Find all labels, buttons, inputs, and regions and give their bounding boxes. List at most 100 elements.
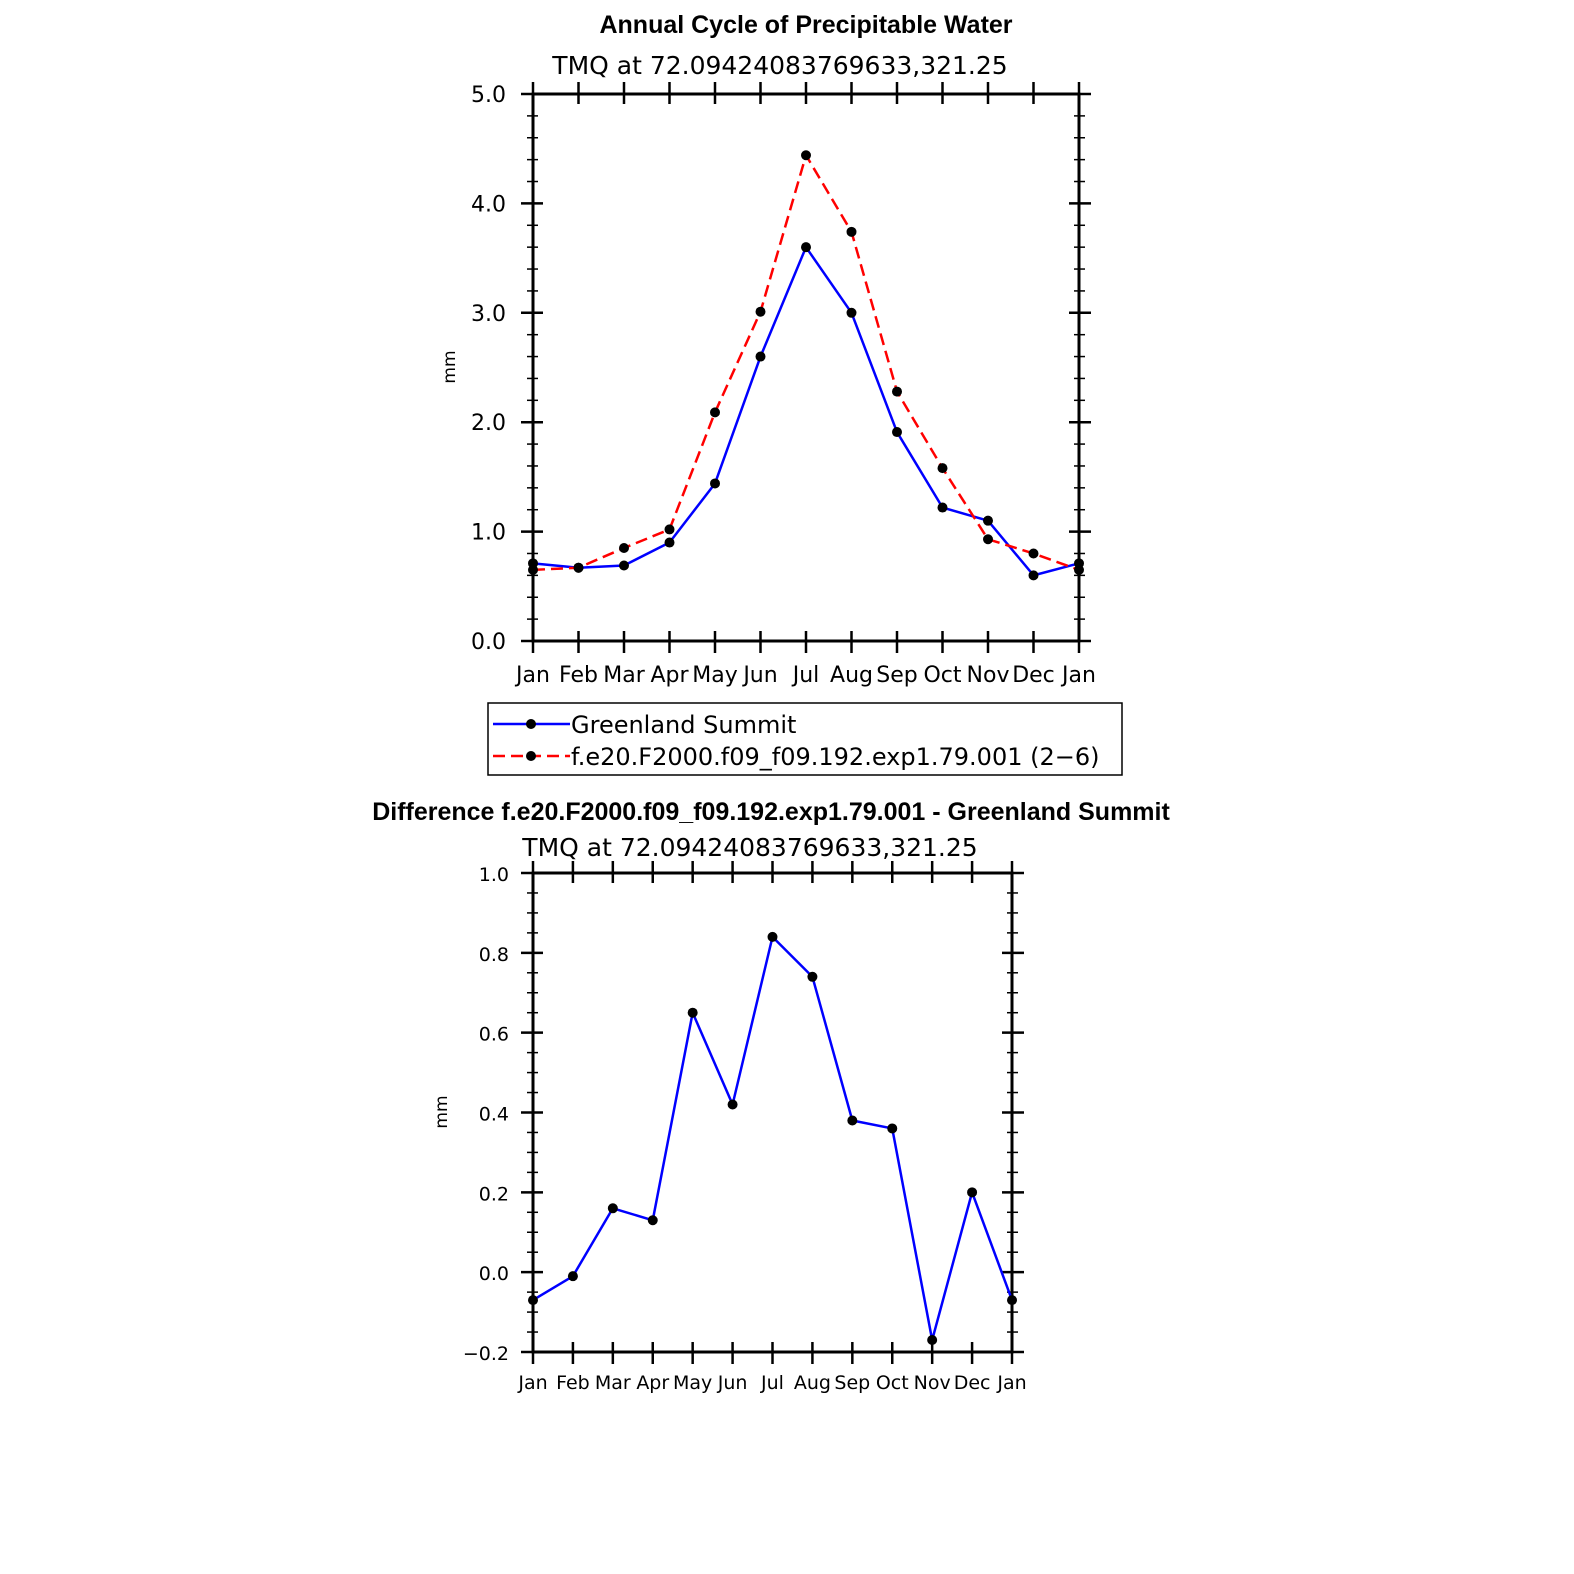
- x-tick-label: Aug: [794, 1372, 831, 1394]
- x-tick-label: Apr: [650, 663, 689, 688]
- data-point: [567, 1271, 578, 1282]
- data-point: [927, 1335, 938, 1346]
- x-tick-label: Jan: [1060, 663, 1096, 688]
- data-point: [892, 427, 902, 438]
- y-tick-labels: −0.2 0.0 0.2 0.4 0.6 0.8 1.0: [463, 864, 509, 1365]
- x-tick-label: Oct: [876, 1372, 909, 1394]
- data-point: [846, 307, 857, 318]
- data-point: [847, 1115, 858, 1126]
- x-tick-label: Dec: [1012, 663, 1055, 688]
- x-tick-labels: Jan Feb Mar Apr May Jun Jul Aug Sep Oct Nov Dec Jan: [517, 1372, 1026, 1394]
- data-point: [573, 562, 584, 573]
- data-point: [1007, 1295, 1017, 1306]
- data-point: [607, 1203, 618, 1214]
- data-point: [664, 524, 675, 535]
- x-tick-label: Sep: [876, 663, 917, 688]
- x-tick-label: Jun: [717, 1372, 748, 1394]
- x-tick-label: Aug: [830, 663, 873, 688]
- y-tick-label: 3.0: [471, 302, 506, 327]
- x-tick-label: May: [692, 663, 737, 688]
- x-tick-label: Jan: [514, 663, 550, 688]
- y-tick-label: 0.2: [479, 1183, 509, 1205]
- series-group: [528, 931, 1017, 1346]
- data-point: [1028, 548, 1039, 559]
- legend: Greenland Summit f.e20.F2000.f09_f09.192…: [487, 702, 1123, 776]
- data-point: [967, 1187, 978, 1198]
- plot-border: [531, 871, 1014, 1354]
- plot-border: [531, 92, 1081, 643]
- x-tick-label: Jun: [741, 663, 777, 688]
- data-point: [983, 534, 993, 545]
- x-tick-labels: Jan Feb Mar Apr May Jun Jul Aug Sep Oct Nov Dec Jan: [514, 663, 1096, 688]
- x-tick-label: Sep: [834, 1372, 870, 1394]
- legend-marker-model: [526, 751, 536, 761]
- data-point: [1074, 564, 1084, 575]
- x-tick-label: Jul: [760, 1372, 784, 1394]
- data-point: [619, 560, 629, 571]
- data-point: [710, 407, 720, 418]
- x-tick-label: Oct: [923, 663, 961, 688]
- x-tick-label: Jul: [791, 663, 820, 688]
- data-point: [528, 1295, 538, 1306]
- series-group: [528, 150, 1084, 581]
- legend-label-greenland-summit: Greenland Summit: [571, 711, 796, 739]
- data-point: [755, 306, 766, 317]
- y-tick-labels: 0.0 1.0 2.0 3.0 4.0 5.0: [471, 83, 506, 655]
- y-tick-label: 0.0: [471, 630, 506, 655]
- y-tick-label: 0.4: [479, 1104, 509, 1126]
- data-point: [937, 463, 948, 474]
- y-tick-label: 2.0: [471, 411, 506, 436]
- x-tick-label: Jan: [517, 1372, 547, 1394]
- data-point: [687, 1007, 698, 1018]
- data-point: [528, 564, 538, 575]
- chart-difference: Difference f.e20.F2000.f09_f09.192.exp1.…: [372, 798, 1170, 1394]
- x-tick-label: Apr: [636, 1372, 669, 1394]
- plot-frame: [521, 861, 1024, 1364]
- data-point: [846, 226, 857, 237]
- y-axis-label: mm: [440, 350, 460, 383]
- legend-box: [487, 702, 1123, 776]
- legend-marker-greenland-summit: [526, 719, 536, 729]
- chart-annual-cycle: Annual Cycle of Precipitable Water TMQ a…: [440, 11, 1096, 688]
- chart-subtitle: TMQ at 72.09424083769633,321.25: [551, 51, 1007, 80]
- x-tick-label: Nov: [914, 1372, 951, 1394]
- data-point: [767, 931, 778, 942]
- x-tick-label: Mar: [603, 663, 645, 688]
- data-point: [807, 971, 818, 982]
- data-point: [983, 515, 993, 526]
- y-tick-label: 0.8: [479, 944, 509, 966]
- data-point: [892, 386, 902, 397]
- data-point: [647, 1215, 658, 1226]
- y-tick-label: 0.0: [479, 1263, 509, 1285]
- data-point: [727, 1099, 738, 1110]
- y-tick-label: 5.0: [471, 83, 506, 108]
- data-point: [619, 543, 629, 554]
- x-tick-label: May: [673, 1372, 712, 1394]
- series-line-1: [532, 154, 1080, 572]
- data-point: [887, 1123, 898, 1134]
- y-tick-label: −0.2: [463, 1343, 509, 1365]
- y-tick-label: 1.0: [471, 521, 506, 546]
- x-tick-label: Mar: [595, 1372, 631, 1394]
- data-point: [1028, 570, 1039, 581]
- chart-title: Annual Cycle of Precipitable Water: [599, 11, 1012, 39]
- series-line-0: [532, 245, 1080, 577]
- chart-subtitle: TMQ at 72.09424083769633,321.25: [521, 833, 977, 862]
- y-axis-label: mm: [432, 1095, 452, 1128]
- x-tick-label: Jan: [996, 1372, 1026, 1394]
- x-tick-label: Feb: [559, 663, 598, 688]
- chart-title: Difference f.e20.F2000.f09_f09.192.exp1.…: [372, 798, 1170, 826]
- data-point: [710, 478, 720, 489]
- x-tick-label: Feb: [556, 1372, 590, 1394]
- data-point: [664, 537, 675, 548]
- y-tick-label: 0.6: [479, 1024, 509, 1046]
- y-tick-label: 4.0: [471, 192, 506, 217]
- x-tick-label: Nov: [967, 663, 1010, 688]
- x-tick-label: Dec: [954, 1372, 991, 1394]
- series-line-0: [532, 935, 1014, 1342]
- data-point: [801, 150, 811, 161]
- plot-frame: [521, 82, 1091, 653]
- data-point: [801, 242, 811, 253]
- data-point: [755, 351, 766, 362]
